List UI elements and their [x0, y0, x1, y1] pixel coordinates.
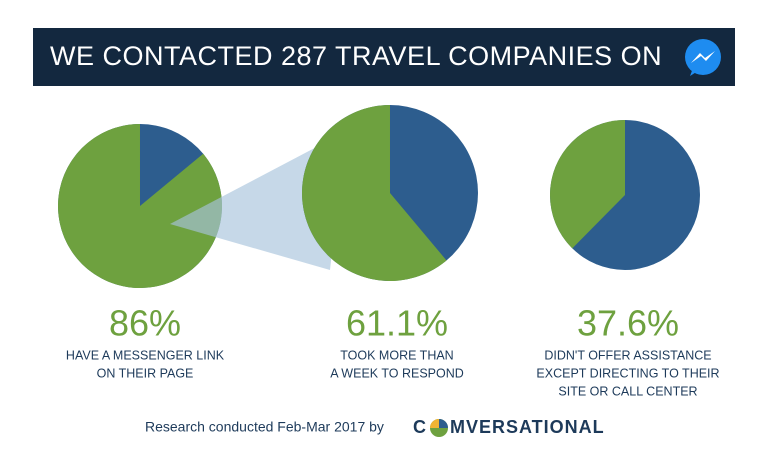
description-line: ON THEIR PAGE — [97, 366, 194, 380]
zoom-connector — [170, 132, 345, 270]
description-line: SITE OR CALL CENTER — [558, 384, 697, 398]
brand-end: MVERSATIONAL — [450, 417, 605, 437]
brand-start: C — [413, 417, 426, 437]
pie-slice — [302, 105, 447, 281]
charts: 86% HAVE A MESSENGER LINK ON THEIR PAGE 61.… — [57, 105, 720, 398]
description-line: TOOK MORE THAN — [340, 348, 453, 362]
percent-label: 61.1% — [346, 303, 448, 344]
header-title: WE CONTACTED 287 TRAVEL COMPANIES ON — [50, 41, 662, 71]
footer-text: Research conducted Feb-Mar 2017 by — [145, 419, 384, 435]
messenger-icon — [685, 39, 721, 76]
description-line: EXCEPT DIRECTING TO THEIR — [536, 366, 719, 380]
pie-slice — [57, 124, 222, 289]
description-line: HAVE A MESSENGER LINK — [66, 348, 225, 362]
pie-slice — [550, 120, 625, 249]
brand-logo — [430, 419, 448, 437]
description-line: DIDN'T OFFER ASSISTANCE — [544, 348, 711, 362]
description-line: A WEEK TO RESPOND — [330, 366, 464, 380]
percent-label: 37.6% — [577, 303, 679, 344]
percent-label: 86% — [109, 303, 181, 344]
header-bar — [33, 28, 735, 86]
